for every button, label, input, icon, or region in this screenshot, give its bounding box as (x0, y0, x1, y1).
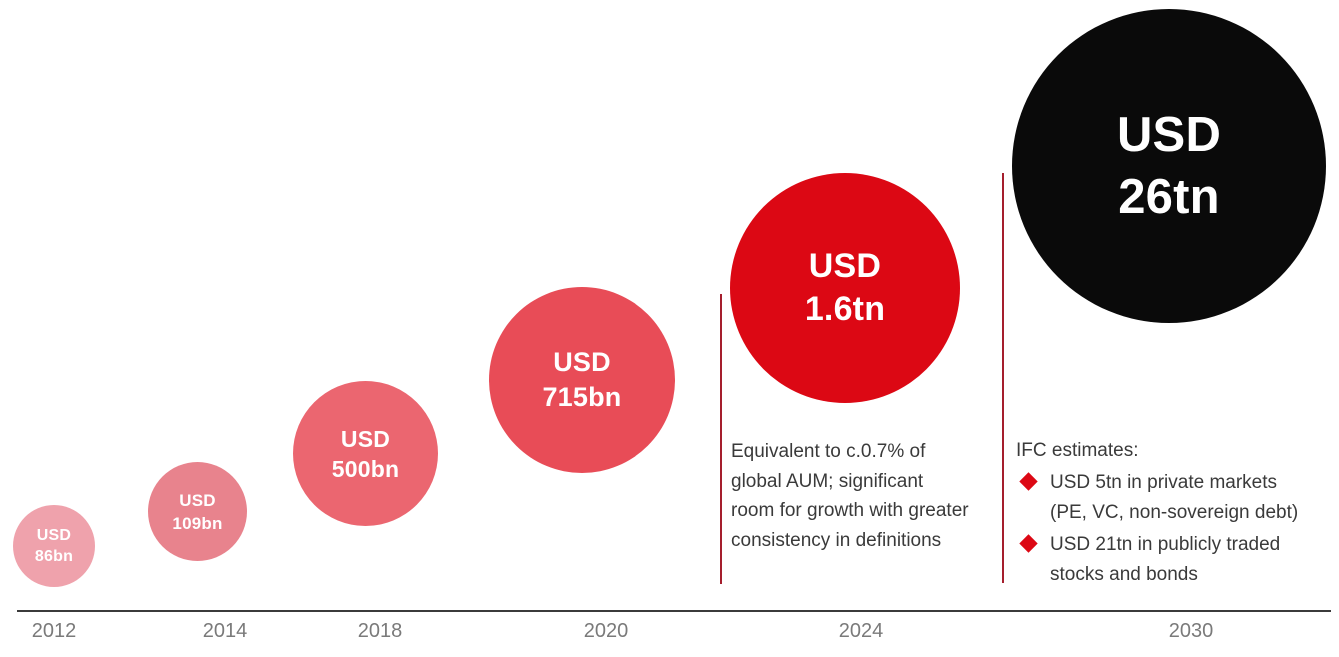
ifc-item-private-markets: USD 5tn in private markets (PE, VC, non-… (1019, 468, 1326, 528)
bubble-2020-label-line1: USD (553, 347, 611, 377)
ifc-item-text: USD 21tn in publicly traded stocks and b… (1050, 530, 1280, 590)
bubble-2030: USD 26tn (1012, 9, 1326, 323)
bubble-2030-label-line2: 26tn (1118, 170, 1220, 224)
bubble-2024-label: USD 1.6tn (805, 245, 885, 331)
annotation-2030-ifc: IFC estimates: USD 5tn in private market… (1016, 436, 1326, 590)
bubble-2014: USD 109bn (148, 462, 247, 561)
ifc-item-line: stocks and bonds (1050, 564, 1198, 585)
bubble-2020: USD 715bn (489, 287, 675, 473)
ifc-item-line: (PE, VC, non-sovereign debt) (1050, 502, 1299, 523)
year-label-2014: 2014 (202, 620, 248, 642)
annotation-2024-line: global AUM; significant (731, 470, 924, 492)
bubble-2012: USD 86bn (13, 505, 95, 587)
bubble-2018-label-line1: USD (340, 425, 391, 452)
diamond-bullet-icon (1019, 534, 1038, 553)
bubble-2014-label-line1: USD (179, 490, 216, 510)
axis-baseline (17, 610, 1331, 612)
year-label-2024: 2024 (838, 620, 884, 642)
bubble-2012-label-line2: 86bn (34, 548, 74, 565)
annotation-2024-line: Equivalent to c.0.7% of (731, 441, 926, 462)
year-label-2018: 2018 (357, 620, 403, 642)
divider-line-2024 (720, 294, 722, 584)
bubble-2020-label-line2: 715bn (542, 382, 622, 412)
bubble-2030-label: USD 26tn (1117, 104, 1221, 228)
annotation-2024-line: consistency in definitions (731, 529, 942, 551)
bubble-2012-label: USD 86bn (35, 525, 73, 567)
ifc-item-public-markets: USD 21tn in publicly traded stocks and b… (1019, 530, 1326, 590)
ifc-item-line: USD 21tn in publicly traded (1050, 534, 1281, 555)
bubble-2018: USD 500bn (293, 381, 438, 526)
year-label-2012: 2012 (31, 620, 77, 642)
ifc-item-line: USD 5tn in private markets (1050, 472, 1278, 493)
bubble-2024-label-line2: 1.6tn (804, 290, 886, 328)
bubble-2018-label-line2: 500bn (331, 455, 400, 482)
bubble-2014-label: USD 109bn (172, 489, 222, 535)
bubble-2020-label: USD 715bn (542, 345, 621, 415)
annotation-2024-line: room for growth with greater (731, 500, 969, 521)
bubble-2030-label-line1: USD (1116, 108, 1222, 162)
ifc-estimates-title: IFC estimates: (1016, 440, 1139, 461)
bubble-2012-label-line1: USD (36, 527, 72, 544)
bubble-2024: USD 1.6tn (730, 173, 960, 403)
ifc-item-text: USD 5tn in private markets (PE, VC, non-… (1050, 468, 1298, 528)
bubble-2014-label-line2: 109bn (172, 513, 223, 533)
year-label-2020: 2020 (583, 620, 629, 642)
divider-line-2030 (1002, 173, 1004, 583)
bubble-2024-label-line1: USD (808, 247, 882, 285)
bubble-2018-label: USD 500bn (332, 424, 399, 484)
diamond-bullet-icon (1019, 472, 1038, 491)
annotation-2024: Equivalent to c.0.7% of global AUM; sign… (731, 437, 1011, 555)
year-label-2030: 2030 (1168, 620, 1214, 642)
